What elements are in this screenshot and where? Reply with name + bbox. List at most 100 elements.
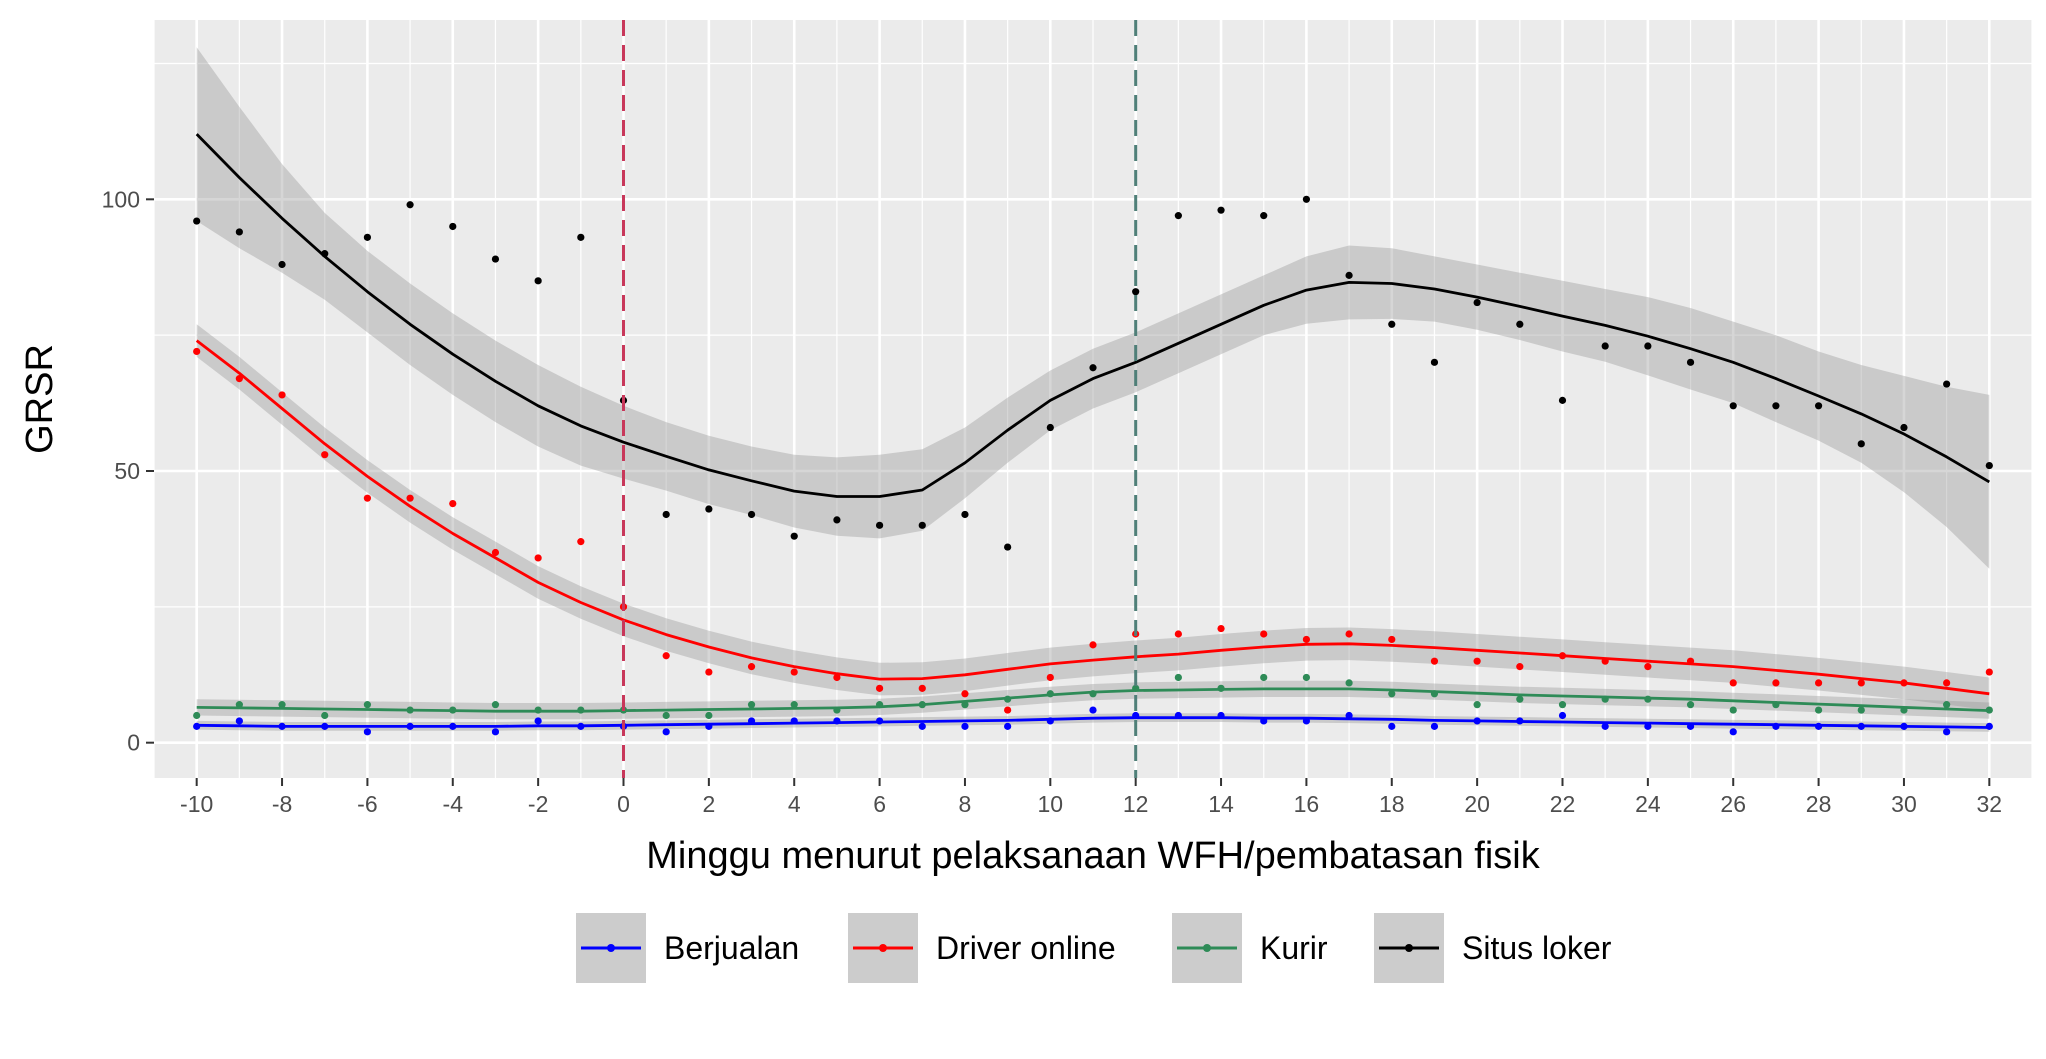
point-driver-online xyxy=(278,391,286,399)
point-driver-online xyxy=(1644,663,1652,671)
point-berjualan xyxy=(1388,722,1396,730)
point-kurir xyxy=(1943,701,1951,709)
y-axis-title: GRSR xyxy=(19,344,61,454)
legend: Berjualan Driver online Kurir Situs loker xyxy=(576,913,1612,983)
point-situs-loker xyxy=(1345,271,1353,279)
legend-item-kurir: Kurir xyxy=(1172,913,1328,983)
point-situs-loker xyxy=(1174,212,1182,220)
point-driver-online xyxy=(1814,679,1823,687)
point-kurir xyxy=(790,701,798,709)
point-driver-online xyxy=(1857,679,1865,687)
point-situs-loker xyxy=(577,233,585,241)
point-berjualan xyxy=(1430,722,1439,730)
point-driver-online xyxy=(790,668,798,676)
legend-item-berjualan: Berjualan xyxy=(576,913,799,983)
point-situs-loker xyxy=(363,233,372,241)
point-situs-loker xyxy=(278,260,286,269)
point-kurir xyxy=(363,701,372,709)
band-driver-online xyxy=(196,324,1990,711)
y-tick-label: 100 xyxy=(102,186,140,212)
point-driver-online xyxy=(1004,706,1012,714)
smooth-line-driver-online xyxy=(195,339,1990,696)
x-tick-label: 2 xyxy=(702,791,715,817)
point-kurir xyxy=(278,701,286,709)
point-driver-online xyxy=(1302,635,1311,644)
point-situs-loker xyxy=(705,505,713,513)
y-tick-label: 50 xyxy=(114,458,140,484)
band-berjualan xyxy=(196,713,1990,732)
point-situs-loker xyxy=(833,516,841,524)
x-tick-label: 26 xyxy=(1720,791,1746,817)
point-situs-loker xyxy=(1985,461,1993,470)
point-situs-loker xyxy=(449,222,457,231)
point-driver-online xyxy=(1217,624,1225,633)
legend-item-situs-loker: Situs loker xyxy=(1374,913,1612,983)
x-tick-label: 16 xyxy=(1294,791,1320,817)
point-driver-online xyxy=(1430,657,1439,665)
smooth-line-situs-loker xyxy=(195,133,1991,498)
point-berjualan xyxy=(918,722,926,730)
point-kurir xyxy=(662,711,670,720)
point-driver-online xyxy=(363,494,372,502)
point-driver-online xyxy=(1174,630,1182,638)
x-axis-ticks: -10 -8 -6 -4 -2 0 2 4 6 8 10 12 14 16 18 20 22 24 26 28 30 32 xyxy=(180,778,2002,817)
point-driver-online xyxy=(662,652,670,660)
y-tick-label: 0 xyxy=(127,730,140,756)
x-tick-label: -6 xyxy=(357,791,377,817)
point-situs-loker xyxy=(1686,358,1695,366)
point-kurir xyxy=(705,711,713,720)
point-berjualan xyxy=(1644,722,1652,730)
point-kurir xyxy=(1814,706,1823,714)
smooth-line-kurir xyxy=(196,687,1990,713)
point-kurir xyxy=(747,701,756,709)
point-driver-online xyxy=(1089,641,1097,649)
x-tick-label: 4 xyxy=(788,791,801,817)
point-situs-loker xyxy=(1644,342,1652,350)
point-situs-loker xyxy=(235,228,243,236)
point-berjualan xyxy=(662,728,670,736)
point-situs-loker xyxy=(1302,195,1311,203)
point-driver-online xyxy=(491,548,500,557)
point-kurir xyxy=(1729,706,1737,714)
point-situs-loker xyxy=(918,521,926,529)
x-tick-label: 10 xyxy=(1038,791,1064,817)
point-driver-online xyxy=(577,538,585,546)
point-berjualan xyxy=(1943,728,1951,736)
x-tick-label: 12 xyxy=(1123,791,1149,817)
point-driver-online xyxy=(1772,679,1780,687)
legend-label-driver-online: Driver online xyxy=(936,930,1116,966)
x-tick-label: 0 xyxy=(617,791,630,817)
point-situs-loker xyxy=(1004,543,1012,551)
point-situs-loker xyxy=(1473,298,1481,307)
point-berjualan xyxy=(1004,722,1012,730)
x-tick-label: 30 xyxy=(1891,791,1917,817)
point-situs-loker xyxy=(534,277,542,285)
point-situs-loker xyxy=(1217,206,1225,214)
point-berjualan xyxy=(1089,706,1097,714)
point-situs-loker xyxy=(1132,288,1140,296)
point-kurir xyxy=(193,711,201,720)
point-driver-online xyxy=(1046,673,1054,682)
point-situs-loker xyxy=(491,255,500,263)
x-tick-label: -4 xyxy=(443,791,464,817)
smooth-lines xyxy=(195,133,1991,729)
point-driver-online xyxy=(193,347,201,356)
point-situs-loker xyxy=(662,510,670,519)
x-axis-title: Minggu menurut pelaksanaan WFH/pembatasa… xyxy=(646,835,1540,877)
point-berjualan xyxy=(1601,722,1609,730)
smooth-line-berjualan xyxy=(196,716,1990,729)
point-kurir xyxy=(1260,673,1268,682)
reference-lines xyxy=(622,20,1138,778)
point-berjualan xyxy=(1558,711,1567,720)
x-tick-label: 28 xyxy=(1806,791,1832,817)
band-situs-loker xyxy=(196,47,1990,569)
point-driver-online xyxy=(534,554,542,562)
point-berjualan xyxy=(491,728,500,736)
x-tick-label: 32 xyxy=(1977,791,2003,817)
point-situs-loker xyxy=(1900,423,1908,432)
x-tick-label: -10 xyxy=(180,791,213,817)
point-situs-loker xyxy=(1601,342,1609,350)
point-kurir xyxy=(1388,690,1396,698)
legend-label-situs-loker: Situs loker xyxy=(1462,930,1612,966)
